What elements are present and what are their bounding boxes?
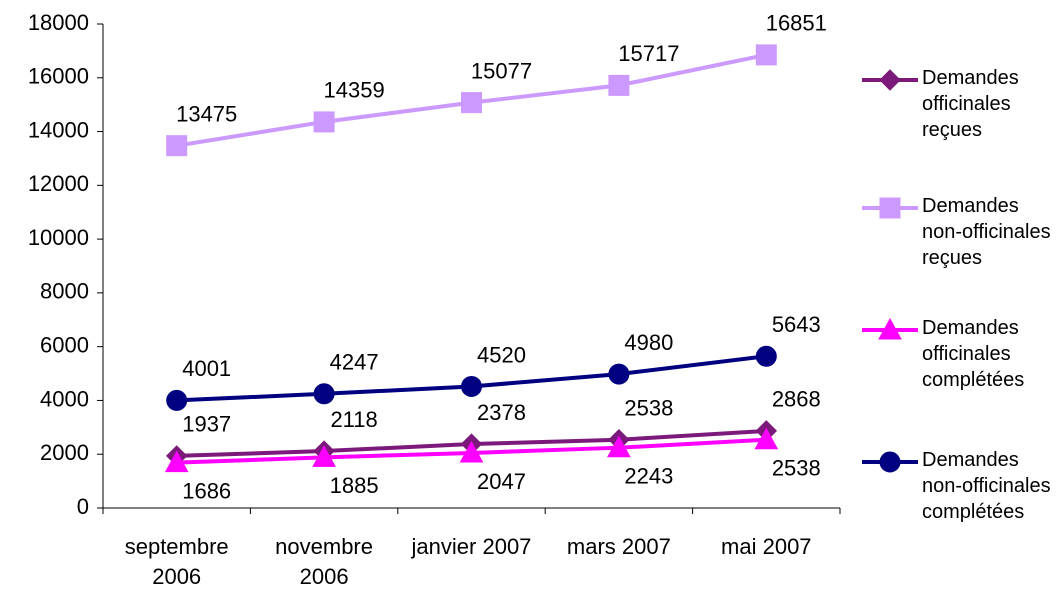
data-label: 15717 — [618, 41, 679, 66]
legend-label: Demandes non-officinales reçues — [922, 195, 1051, 269]
legend-label: Demandes officinales complétées — [922, 317, 1025, 391]
legend-label: Demandes non-officinales complétées — [922, 449, 1051, 523]
y-tick-label: 18000 — [28, 10, 89, 35]
data-label: 2868 — [772, 387, 821, 412]
x-tick-label: janvier 2007 — [411, 534, 532, 559]
marker — [607, 435, 631, 458]
marker — [312, 445, 336, 467]
marker — [313, 383, 335, 405]
y-tick-label: 6000 — [40, 332, 89, 357]
marker — [879, 197, 901, 219]
data-label: 2047 — [477, 469, 526, 494]
data-label: 14359 — [324, 78, 385, 103]
marker — [166, 389, 188, 411]
marker — [164, 450, 189, 473]
y-tick-label: 8000 — [40, 279, 89, 304]
marker — [166, 135, 188, 157]
marker — [313, 111, 335, 133]
data-label: 1937 — [182, 412, 231, 437]
y-tick-label: 12000 — [28, 171, 89, 196]
x-tick-label: septembre 2006 — [124, 534, 229, 589]
data-label: 13475 — [176, 101, 237, 126]
data-label: 1885 — [330, 473, 379, 498]
data-label: 2118 — [330, 407, 377, 432]
legend-label: Demandes officinales reçues — [922, 67, 1019, 141]
marker — [608, 363, 630, 385]
x-tick-label: novembre 2006 — [275, 534, 373, 589]
marker — [755, 44, 777, 66]
data-label: 5643 — [772, 312, 821, 337]
y-tick-label: 14000 — [28, 117, 89, 142]
x-tick-label: mai 2007 — [721, 534, 812, 559]
marker — [879, 69, 901, 91]
x-tick-label: mars 2007 — [566, 534, 671, 559]
marker — [879, 451, 901, 473]
marker — [608, 74, 630, 96]
y-tick-label: 4000 — [40, 386, 89, 411]
y-tick-label: 10000 — [28, 225, 89, 250]
data-label: 2378 — [477, 400, 526, 425]
data-label: 4520 — [477, 342, 526, 367]
marker — [461, 92, 482, 114]
marker — [461, 375, 482, 397]
data-label: 4980 — [624, 330, 673, 355]
marker — [755, 345, 777, 367]
data-label: 15077 — [471, 58, 532, 83]
marker — [754, 427, 779, 450]
data-label: 2243 — [624, 464, 673, 489]
data-label: 2538 — [772, 456, 821, 481]
data-label: 2538 — [624, 396, 673, 421]
data-label: 1686 — [182, 478, 231, 503]
marker — [878, 317, 902, 340]
data-label: 4001 — [182, 356, 231, 381]
y-tick-label: 0 — [77, 494, 89, 519]
y-tick-label: 16000 — [28, 64, 89, 89]
data-label: 16851 — [766, 11, 827, 36]
data-label: 4247 — [330, 350, 379, 375]
y-tick-label: 2000 — [40, 440, 89, 465]
marker — [459, 440, 484, 463]
